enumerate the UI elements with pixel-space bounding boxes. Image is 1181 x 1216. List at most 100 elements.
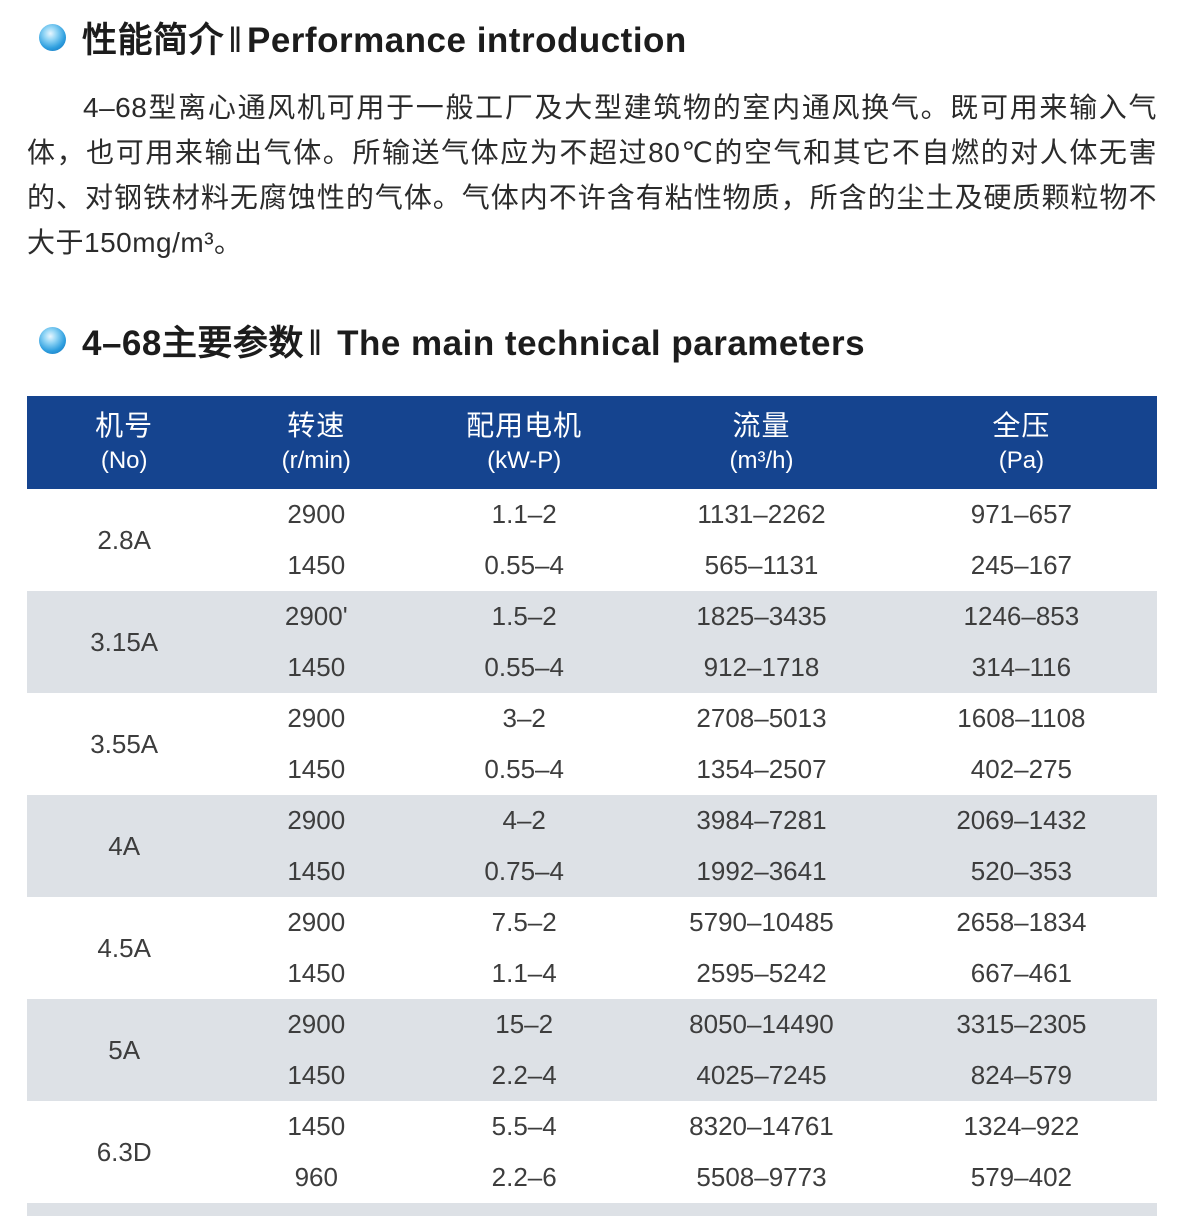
value-cell: 7.5–2: [491, 907, 557, 937]
table-row: 5A 2900 15–2 8050–14490 3315–2305: [27, 999, 1157, 1101]
value-cell: 2.2–6: [491, 1162, 557, 1192]
value-cell: 1992–3641: [637, 846, 886, 897]
value-cell: 1.1–2: [491, 499, 557, 529]
table-row: 1450 0.75–4 1992–3641 520–353: [27, 846, 1157, 897]
value-cell: 2900: [287, 907, 346, 937]
value-cell: 15–2: [411, 999, 638, 1050]
value-cell: 2900: [287, 499, 346, 529]
value-cell: 1450: [221, 642, 412, 693]
value-cell: 1.1–4: [491, 958, 557, 988]
value-cell: 1450: [287, 550, 346, 580]
value-cell: 2900: [221, 999, 412, 1050]
table-row: 1450 1.1–4 2595–5242 667–461: [27, 948, 1157, 999]
header-pressure-unit: (Pa): [998, 446, 1045, 474]
model-no-cell: 3.55A: [90, 728, 159, 759]
value-cell: 0.55–4: [484, 550, 564, 580]
value-cell: 960: [294, 1162, 338, 1192]
value-cell: 1131–2262: [697, 499, 826, 529]
model-no-cell: 6.3D: [96, 1136, 152, 1167]
table-row: 3.15A 2900' 1.5–2 1825–3435 1246–853: [27, 591, 1157, 693]
table-row: 4.5A 2900 7.5–2 5790–10485 2658–1834: [27, 897, 1157, 963]
value-cell: 5508–9773: [696, 1162, 827, 1192]
table-row: 6.3D 1450 5.5–4 8320–14761 1324–922: [27, 1101, 1157, 1167]
value-cell: 314–116: [885, 642, 1157, 693]
value-cell: 912–1718: [637, 642, 886, 693]
blue-sphere-bullet-icon: [39, 24, 66, 51]
value-cell: 8320–14761: [689, 1111, 834, 1141]
intro-paragraph: 4–68型离心通风机可用于一般工厂及大型建筑物的室内通风换气。既可用来输入气体，…: [27, 92, 1157, 258]
value-cell: 8050–14490: [637, 999, 886, 1050]
parameters-table: 机号 (No) 转速 (r/min) 配用电机 (kW-P) 流量 (m³/h)…: [27, 396, 1157, 1203]
table-row: 1450 0.55–4 565–1131 245–167: [27, 540, 1157, 591]
value-cell: 1246–853: [885, 591, 1157, 642]
table-row: 1450 0.55–4 912–1718 314–116: [27, 642, 1157, 693]
value-cell: 1450: [287, 958, 346, 988]
table-row: 4A 2900 4–2 3984–7281 2069–1432: [27, 795, 1157, 897]
value-cell: 0.75–4: [411, 846, 638, 897]
value-cell: 3–2: [502, 703, 546, 733]
model-no-cell: 3.15A: [27, 591, 222, 693]
value-cell: 1324–922: [963, 1111, 1080, 1141]
parameters-section-title: 4–68主要参数 ‖ The main technical parameters: [82, 315, 865, 366]
value-cell: 1608–1108: [957, 703, 1086, 733]
model-no-cell: 2.8A: [97, 524, 151, 555]
parameters-section-header: 4–68主要参数 ‖ The main technical parameters: [39, 315, 1157, 366]
value-cell: 1450: [221, 1050, 412, 1101]
value-cell: 824–579: [885, 1050, 1157, 1101]
value-cell: 667–461: [970, 958, 1072, 988]
value-cell: 2900: [221, 795, 412, 846]
header-pressure: 全压 (Pa): [885, 396, 1157, 489]
table-body: 2.8A 2900 1.1–2 1131–2262 971–657 1450 0.55–4 5…: [27, 489, 1157, 1203]
value-cell: 1.5–2: [411, 591, 638, 642]
value-cell: 971–657: [970, 499, 1072, 529]
parameters-title-en: The main technical parameters: [326, 324, 866, 363]
header-model-no: 机号 (No): [27, 396, 222, 489]
header-model-no-zh: 机号: [95, 409, 154, 441]
header-pressure-zh: 全压: [992, 409, 1051, 441]
value-cell: 579–402: [970, 1162, 1072, 1192]
value-cell: 1450: [221, 846, 412, 897]
header-speed-unit: (r/min): [281, 446, 351, 474]
header-flow-zh: 流量: [732, 409, 791, 441]
value-cell: 2595–5242: [696, 958, 827, 988]
value-cell: 402–275: [970, 754, 1072, 784]
title-separator: ‖: [307, 324, 323, 363]
table-row: 960 2.2–6 5508–9773 579–402: [27, 1152, 1157, 1203]
header-speed: 转速 (r/min): [221, 396, 412, 489]
performance-section-title: 性能简介 ‖ Performance introduction: [82, 12, 687, 63]
table-row: 2.8A 2900 1.1–2 1131–2262 971–657: [27, 489, 1157, 555]
table-row: 3.55A 2900 3–2 2708–5013 1608–1108: [27, 693, 1157, 759]
value-cell: 2900': [221, 591, 412, 642]
performance-title-zh: 性能简介: [82, 21, 225, 60]
value-cell: 3315–2305: [885, 999, 1157, 1050]
value-cell: 1450: [287, 754, 346, 784]
value-cell: 4025–7245: [637, 1050, 886, 1101]
value-cell: 2900: [287, 703, 346, 733]
table-row: 1450 2.2–4 4025–7245 824–579: [27, 1050, 1157, 1101]
value-cell: 4–2: [411, 795, 638, 846]
value-cell: 5790–10485: [689, 907, 834, 937]
value-cell: 1825–3435: [637, 591, 886, 642]
performance-section-header: 性能简介 ‖ Performance introduction: [39, 12, 1157, 63]
value-cell: 1354–2507: [696, 754, 827, 784]
model-no-cell: 4A: [27, 795, 222, 897]
value-cell: 0.55–4: [484, 754, 564, 784]
header-flow: 流量 (m³/h): [637, 396, 886, 489]
value-cell: 1450: [287, 1111, 346, 1141]
blue-sphere-bullet-icon: [39, 327, 66, 354]
value-cell: 2708–5013: [696, 703, 827, 733]
table-header: 机号 (No) 转速 (r/min) 配用电机 (kW-P) 流量 (m³/h)…: [27, 396, 1157, 489]
value-cell: 2.2–4: [411, 1050, 638, 1101]
table-row: 1450 0.55–4 1354–2507 402–275: [27, 744, 1157, 795]
parameters-title-zh: 4–68主要参数: [82, 324, 304, 363]
value-cell: 0.55–4: [411, 642, 638, 693]
value-cell: 2658–1834: [956, 907, 1087, 937]
title-separator: ‖: [228, 21, 243, 60]
header-motor-zh: 配用电机: [466, 409, 583, 441]
value-cell: 2069–1432: [885, 795, 1157, 846]
value-cell: 520–353: [885, 846, 1157, 897]
header-speed-zh: 转速: [287, 409, 346, 441]
header-flow-unit: (m³/h): [729, 446, 794, 474]
value-cell: 5.5–4: [491, 1111, 557, 1141]
header-motor-unit: (kW-P): [487, 446, 562, 474]
